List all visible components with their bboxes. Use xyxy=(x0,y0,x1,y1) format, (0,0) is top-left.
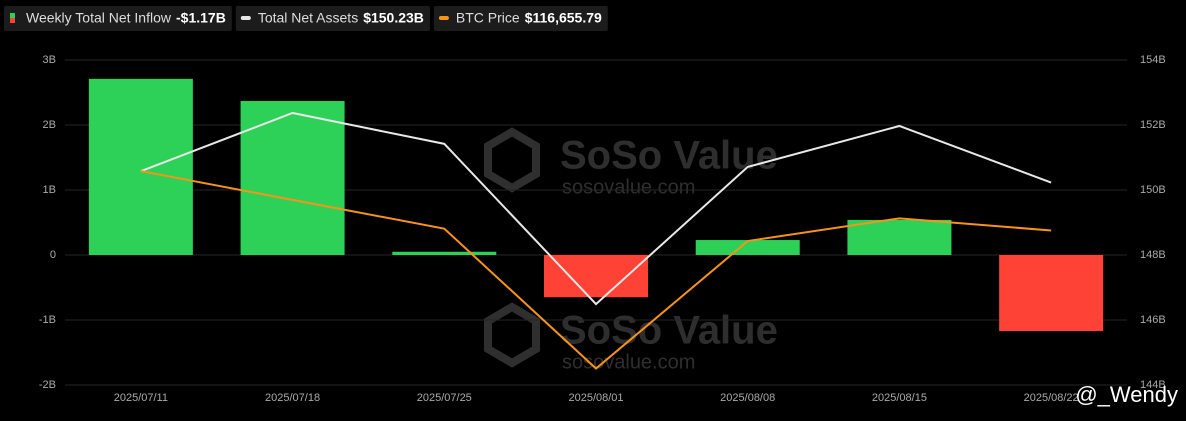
y2-tick-label: 150B xyxy=(1140,184,1166,196)
legend-box xyxy=(4,6,232,31)
watermark: sosovalue.com xyxy=(562,176,695,198)
bar xyxy=(392,251,497,255)
x-tick-label: 2025/08/01 xyxy=(568,392,623,404)
line xyxy=(140,111,1052,306)
y2-tick-label: 146B xyxy=(1140,314,1166,326)
bar xyxy=(88,78,193,255)
y-tick-label: -1B xyxy=(39,314,56,326)
y-tick-label: 1B xyxy=(43,184,56,196)
legend-swatch xyxy=(438,16,449,20)
x-tick-label: 2025/07/11 xyxy=(114,392,168,404)
watermark-logo xyxy=(484,302,540,368)
legend-box xyxy=(433,6,608,31)
watermark-logo xyxy=(484,127,540,193)
x-tick-label: 2025/07/25 xyxy=(417,392,472,404)
legend-value: -$1.17B xyxy=(176,10,226,26)
bar xyxy=(544,255,648,298)
bar xyxy=(847,219,952,255)
x-tick-label: 2025/08/22 xyxy=(1024,392,1079,404)
x-tick-label: 2025/07/18 xyxy=(265,392,320,404)
legend-swatch xyxy=(10,18,15,23)
credit: @_Wendy xyxy=(1075,382,1178,407)
legend-value: $150.23B xyxy=(363,10,424,26)
y2-tick-label: 154B xyxy=(1140,54,1166,66)
legend-box xyxy=(235,6,430,31)
line xyxy=(140,170,1052,370)
bar xyxy=(240,100,345,255)
legend-swatch xyxy=(10,13,15,18)
y-tick-label: -2B xyxy=(39,379,56,391)
legend-swatch xyxy=(240,16,251,20)
watermark: SoSo Value xyxy=(560,309,778,353)
legend-value: $116,655.79 xyxy=(525,10,602,26)
y-tick-label: 3B xyxy=(43,54,56,66)
bar xyxy=(695,240,800,255)
y-tick-label: 2B xyxy=(43,119,56,131)
y2-tick-label: 152B xyxy=(1140,119,1166,131)
legend-label: Total Net Assets xyxy=(258,10,358,26)
x-tick-label: 2025/08/15 xyxy=(872,392,927,404)
y-tick-label: 0 xyxy=(50,249,56,261)
legend-label: Weekly Total Net Inflow xyxy=(26,10,172,26)
y2-tick-label: 144B xyxy=(1140,379,1166,391)
watermark: SoSo Value xyxy=(560,134,778,178)
bar xyxy=(999,255,1104,332)
legend-label: BTC Price xyxy=(456,10,520,26)
y2-tick-label: 148B xyxy=(1140,249,1166,261)
x-tick-label: 2025/08/08 xyxy=(720,392,775,404)
